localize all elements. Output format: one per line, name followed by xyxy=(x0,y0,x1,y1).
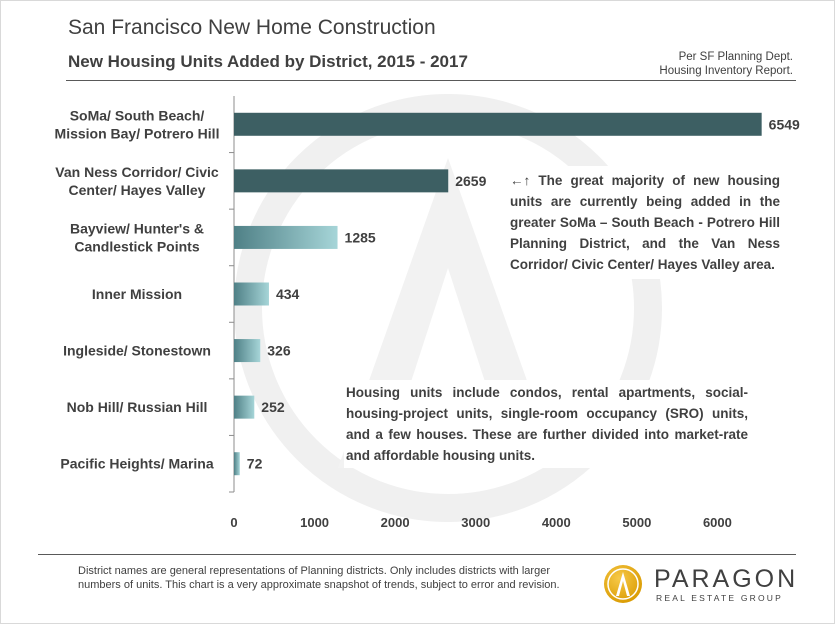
bar xyxy=(234,169,449,193)
bar xyxy=(234,282,269,306)
footer-divider xyxy=(38,554,796,555)
bar xyxy=(234,452,240,476)
x-tick-label: 4000 xyxy=(542,515,571,530)
chart-subtitle: New Housing Units Added by District, 201… xyxy=(68,52,468,71)
category-label: Ingleside/ Stonestown xyxy=(63,343,211,359)
paragon-logo-icon xyxy=(604,565,642,603)
bar-value-label: 434 xyxy=(276,286,300,302)
annotation-majority: ←↑ The great majority of new housing uni… xyxy=(504,166,786,279)
bar-value-label: 1285 xyxy=(345,229,376,245)
source-line-1: Per SF Planning Dept. xyxy=(678,51,793,63)
bar-value-label: 252 xyxy=(261,399,285,415)
category-label: SoMa/ South Beach/Mission Bay/ Potrero H… xyxy=(55,107,220,141)
category-label: Bayview/ Hunter's & Candlestick Points xyxy=(70,220,204,254)
footnote-line-2: numbers of units. This chart is a very a… xyxy=(78,579,560,591)
bar-value-label: 2659 xyxy=(455,173,486,189)
bar-value-label: 6549 xyxy=(769,116,800,132)
bar xyxy=(234,225,338,249)
category-label: Van Ness Corridor/ Civic Center/ Hayes Va… xyxy=(55,164,219,198)
page-title: San Francisco New Home Construction xyxy=(68,16,436,39)
x-tick-label: 5000 xyxy=(622,515,651,530)
x-tick-label: 1000 xyxy=(300,515,329,530)
category-label: Inner Mission xyxy=(92,286,182,302)
brand-tagline: REAL ESTATE GROUP xyxy=(656,593,783,603)
category-label: Nob Hill/ Russian Hill xyxy=(67,399,208,415)
bar-value-label: 72 xyxy=(247,456,263,472)
category-label: Pacific Heights/ Marina xyxy=(60,456,213,472)
title-divider xyxy=(66,80,796,81)
bar xyxy=(234,395,255,419)
bar xyxy=(234,112,762,136)
annotation-housing-units: Housing units include condos, rental apa… xyxy=(344,380,750,468)
x-tick-label: 2000 xyxy=(381,515,410,530)
x-tick-label: 0 xyxy=(230,515,237,530)
bar-value-label: 326 xyxy=(267,343,291,359)
bar xyxy=(234,339,261,363)
source-line-2: Housing Inventory Report. xyxy=(659,65,793,77)
source-note: Per SF Planning Dept. Housing Inventory … xyxy=(659,50,793,78)
x-tick-label: 6000 xyxy=(703,515,732,530)
footnote: District names are general representatio… xyxy=(78,564,598,592)
footnote-line-1: District names are general representatio… xyxy=(78,565,550,577)
brand-name: PARAGON xyxy=(654,565,799,593)
x-tick-label: 3000 xyxy=(461,515,490,530)
